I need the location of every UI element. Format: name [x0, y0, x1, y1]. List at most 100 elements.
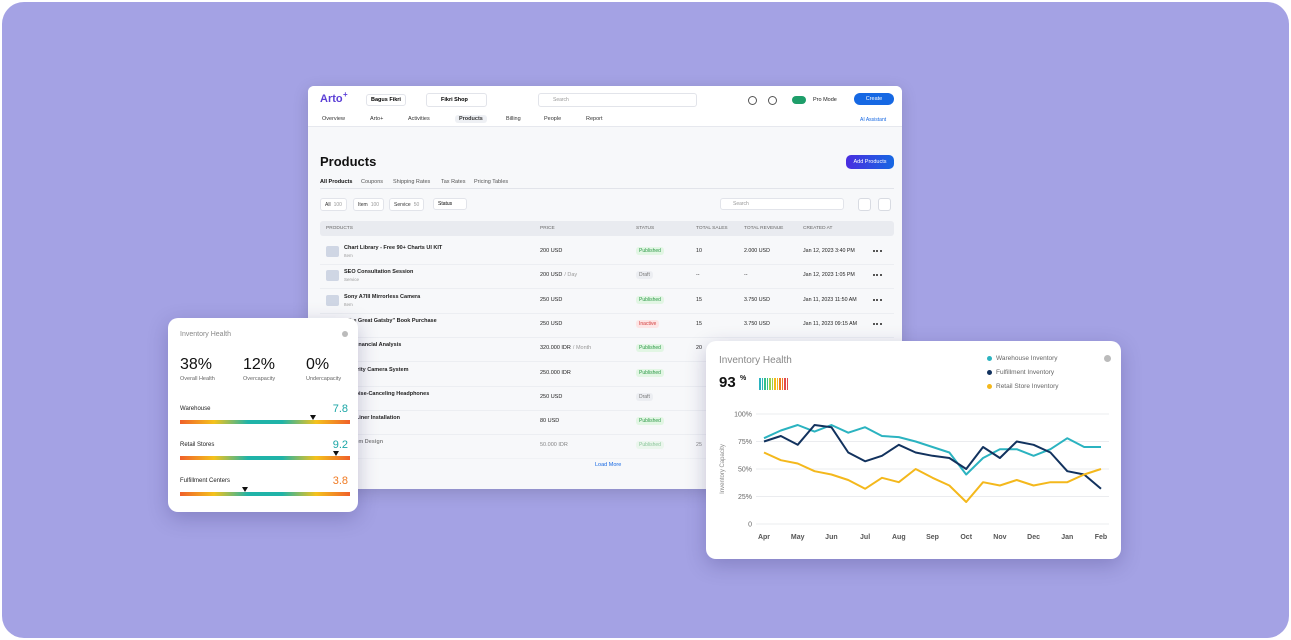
price-amount: 250 USD — [540, 393, 563, 400]
table-row[interactable]: Chart Library - Free 90+ Charts UI KIT It… — [320, 240, 894, 265]
gauge-value: 7.8 — [332, 403, 348, 415]
status-badge: Published — [636, 368, 664, 377]
tab[interactable]: Coupons — [361, 179, 384, 185]
page-title: Products — [320, 154, 377, 169]
price: 320.000 IDR / Month — [540, 345, 591, 351]
search-box[interactable]: Search — [538, 93, 697, 107]
tab[interactable]: Pricing Tables — [474, 179, 509, 185]
gauge-marker — [309, 415, 316, 420]
kpi-strip — [761, 378, 763, 390]
gauge-value: 3.8 — [332, 475, 348, 487]
product-thumbnail — [326, 294, 339, 306]
column-header: TOTAL SALES — [696, 226, 728, 231]
price: 250 USD — [540, 297, 562, 303]
tab[interactable]: Shipping Rates — [393, 179, 431, 185]
nav-item[interactable]: Billing — [506, 116, 521, 122]
shop-select[interactable]: Fikri Shop — [426, 93, 487, 107]
price-amount: 250 USD — [540, 320, 563, 327]
gauge-name: Warehouse — [180, 406, 211, 412]
load-more[interactable]: Load More — [595, 462, 622, 468]
x-tick-label: Feb — [1095, 534, 1107, 541]
metric-label: Undercapacity — [306, 376, 342, 382]
nav-item[interactable]: Report — [586, 116, 603, 122]
gauge-bar — [180, 492, 350, 496]
x-tick-label: Jun — [825, 534, 837, 541]
sales: -- — [696, 272, 700, 279]
product-name: ss Noise-Canceling Headphones — [344, 390, 430, 397]
nav-item[interactable]: People — [544, 116, 562, 122]
table-row[interactable]: "The Great Gatsby" Book Purchase 250 USD I… — [320, 313, 894, 338]
legend-label: Retail Store Inventory — [996, 383, 1059, 390]
view-toggle[interactable] — [858, 198, 871, 211]
filter-chip[interactable]: All 100 — [320, 198, 347, 211]
revenue: 3.750 USD — [744, 320, 770, 327]
create-button[interactable]: Create — [854, 93, 894, 105]
status-badge: Published — [636, 441, 664, 450]
column-header: PRODUCTS — [326, 226, 353, 231]
row-menu[interactable] — [873, 298, 882, 303]
toggle[interactable] — [792, 96, 806, 104]
product-thumbnail — [326, 270, 339, 282]
nav-item[interactable]: Arto+ — [370, 116, 384, 122]
revenue: -- — [744, 272, 748, 279]
column-header: TOTAL REVENUE — [744, 226, 784, 231]
price: 50.000 IDR — [540, 442, 568, 448]
nav-item[interactable]: Activities — [408, 116, 430, 122]
price-amount: 250.000 IDR — [540, 369, 571, 376]
inventory-health-card: Inventory Health 38% Overall Health 12% Over… — [168, 318, 358, 512]
table-row[interactable]: SEO Consultation Session Service 200 USD / … — [320, 264, 894, 290]
price-amount: 50.000 IDR — [540, 442, 568, 449]
user-select[interactable]: Bagus Fikri — [366, 94, 406, 106]
table-row[interactable]: Sony A7III Mirrorless Camera Item 250 USD P… — [320, 289, 894, 314]
x-tick-label: Jul — [860, 534, 870, 541]
ai-assistant[interactable]: AI Assistant — [860, 117, 887, 123]
filter-count: 50 — [413, 201, 420, 208]
top-bar: Arto + Bagus Fikri Fikri Shop Search Pro Mode… — [308, 86, 902, 127]
product-type: Item — [344, 301, 353, 307]
row-menu[interactable] — [873, 322, 882, 327]
x-tick-label: Aug — [892, 534, 906, 541]
status-filter[interactable]: Status — [433, 198, 468, 210]
y-axis-label: Inventory Capacity — [720, 444, 726, 494]
column-header: STATUS — [636, 226, 655, 231]
filter-chip[interactable]: Item 100 — [353, 198, 385, 211]
tab[interactable]: Tax Rates — [441, 179, 466, 185]
row-menu[interactable] — [873, 250, 882, 254]
y-tick-label: 75% — [738, 439, 752, 446]
line-series — [763, 451, 1102, 503]
nav-item[interactable]: Overview — [322, 116, 345, 122]
price-amount: 200 USD — [540, 272, 563, 279]
kpi-strip — [779, 378, 781, 390]
logo: Arto — [320, 93, 343, 105]
kpi-strip — [786, 378, 788, 390]
status-badge: Published — [636, 295, 664, 304]
price: 250 USD — [540, 394, 562, 400]
filter-chip[interactable]: Service 50 — [389, 198, 425, 211]
column-header: CREATED AT — [803, 226, 833, 231]
metric-label: Overall Health — [180, 376, 215, 382]
kpi-strip — [784, 378, 786, 390]
table-search[interactable]: Search — [720, 198, 844, 210]
y-tick-label: 0 — [748, 522, 752, 529]
x-tick-label: Dec — [1027, 534, 1040, 541]
add-button[interactable]: Add Products — [846, 155, 894, 169]
revenue: 3.750 USD — [744, 296, 770, 303]
legend-dot — [987, 384, 992, 389]
product-name: Sony A7III Mirrorless Camera — [344, 293, 421, 300]
metric-value: 12% — [243, 356, 276, 373]
column-header: PRICE — [540, 226, 555, 231]
nav-item[interactable]: Products — [455, 115, 487, 123]
view-toggle[interactable] — [878, 198, 891, 211]
status-badge: Published — [636, 247, 664, 255]
product-name: Chart Library - Free 90+ Charts UI KIT — [344, 245, 443, 251]
row-menu[interactable] — [873, 274, 882, 278]
bell-icon — [748, 96, 757, 105]
sales: 10 — [696, 248, 702, 254]
price: 250 USD — [540, 321, 562, 327]
price-unit: / Day — [564, 272, 578, 279]
x-tick-label: Sep — [926, 534, 939, 541]
gauge-bar — [180, 456, 350, 460]
price: 250.000 IDR — [540, 370, 571, 376]
price-amount: 200 USD — [540, 248, 563, 254]
